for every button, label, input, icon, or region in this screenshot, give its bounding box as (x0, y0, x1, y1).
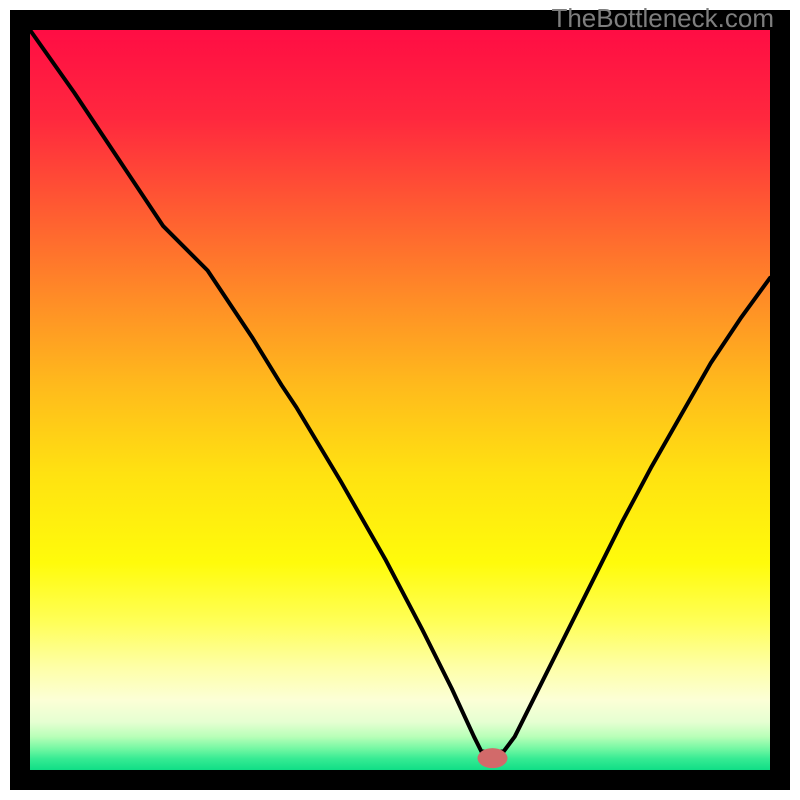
optimum-marker (478, 748, 508, 768)
chart-container: TheBottleneck.com (0, 0, 800, 800)
watermark-text: TheBottleneck.com (551, 3, 774, 34)
bottleneck-chart (0, 0, 800, 800)
plot-background (30, 30, 770, 770)
